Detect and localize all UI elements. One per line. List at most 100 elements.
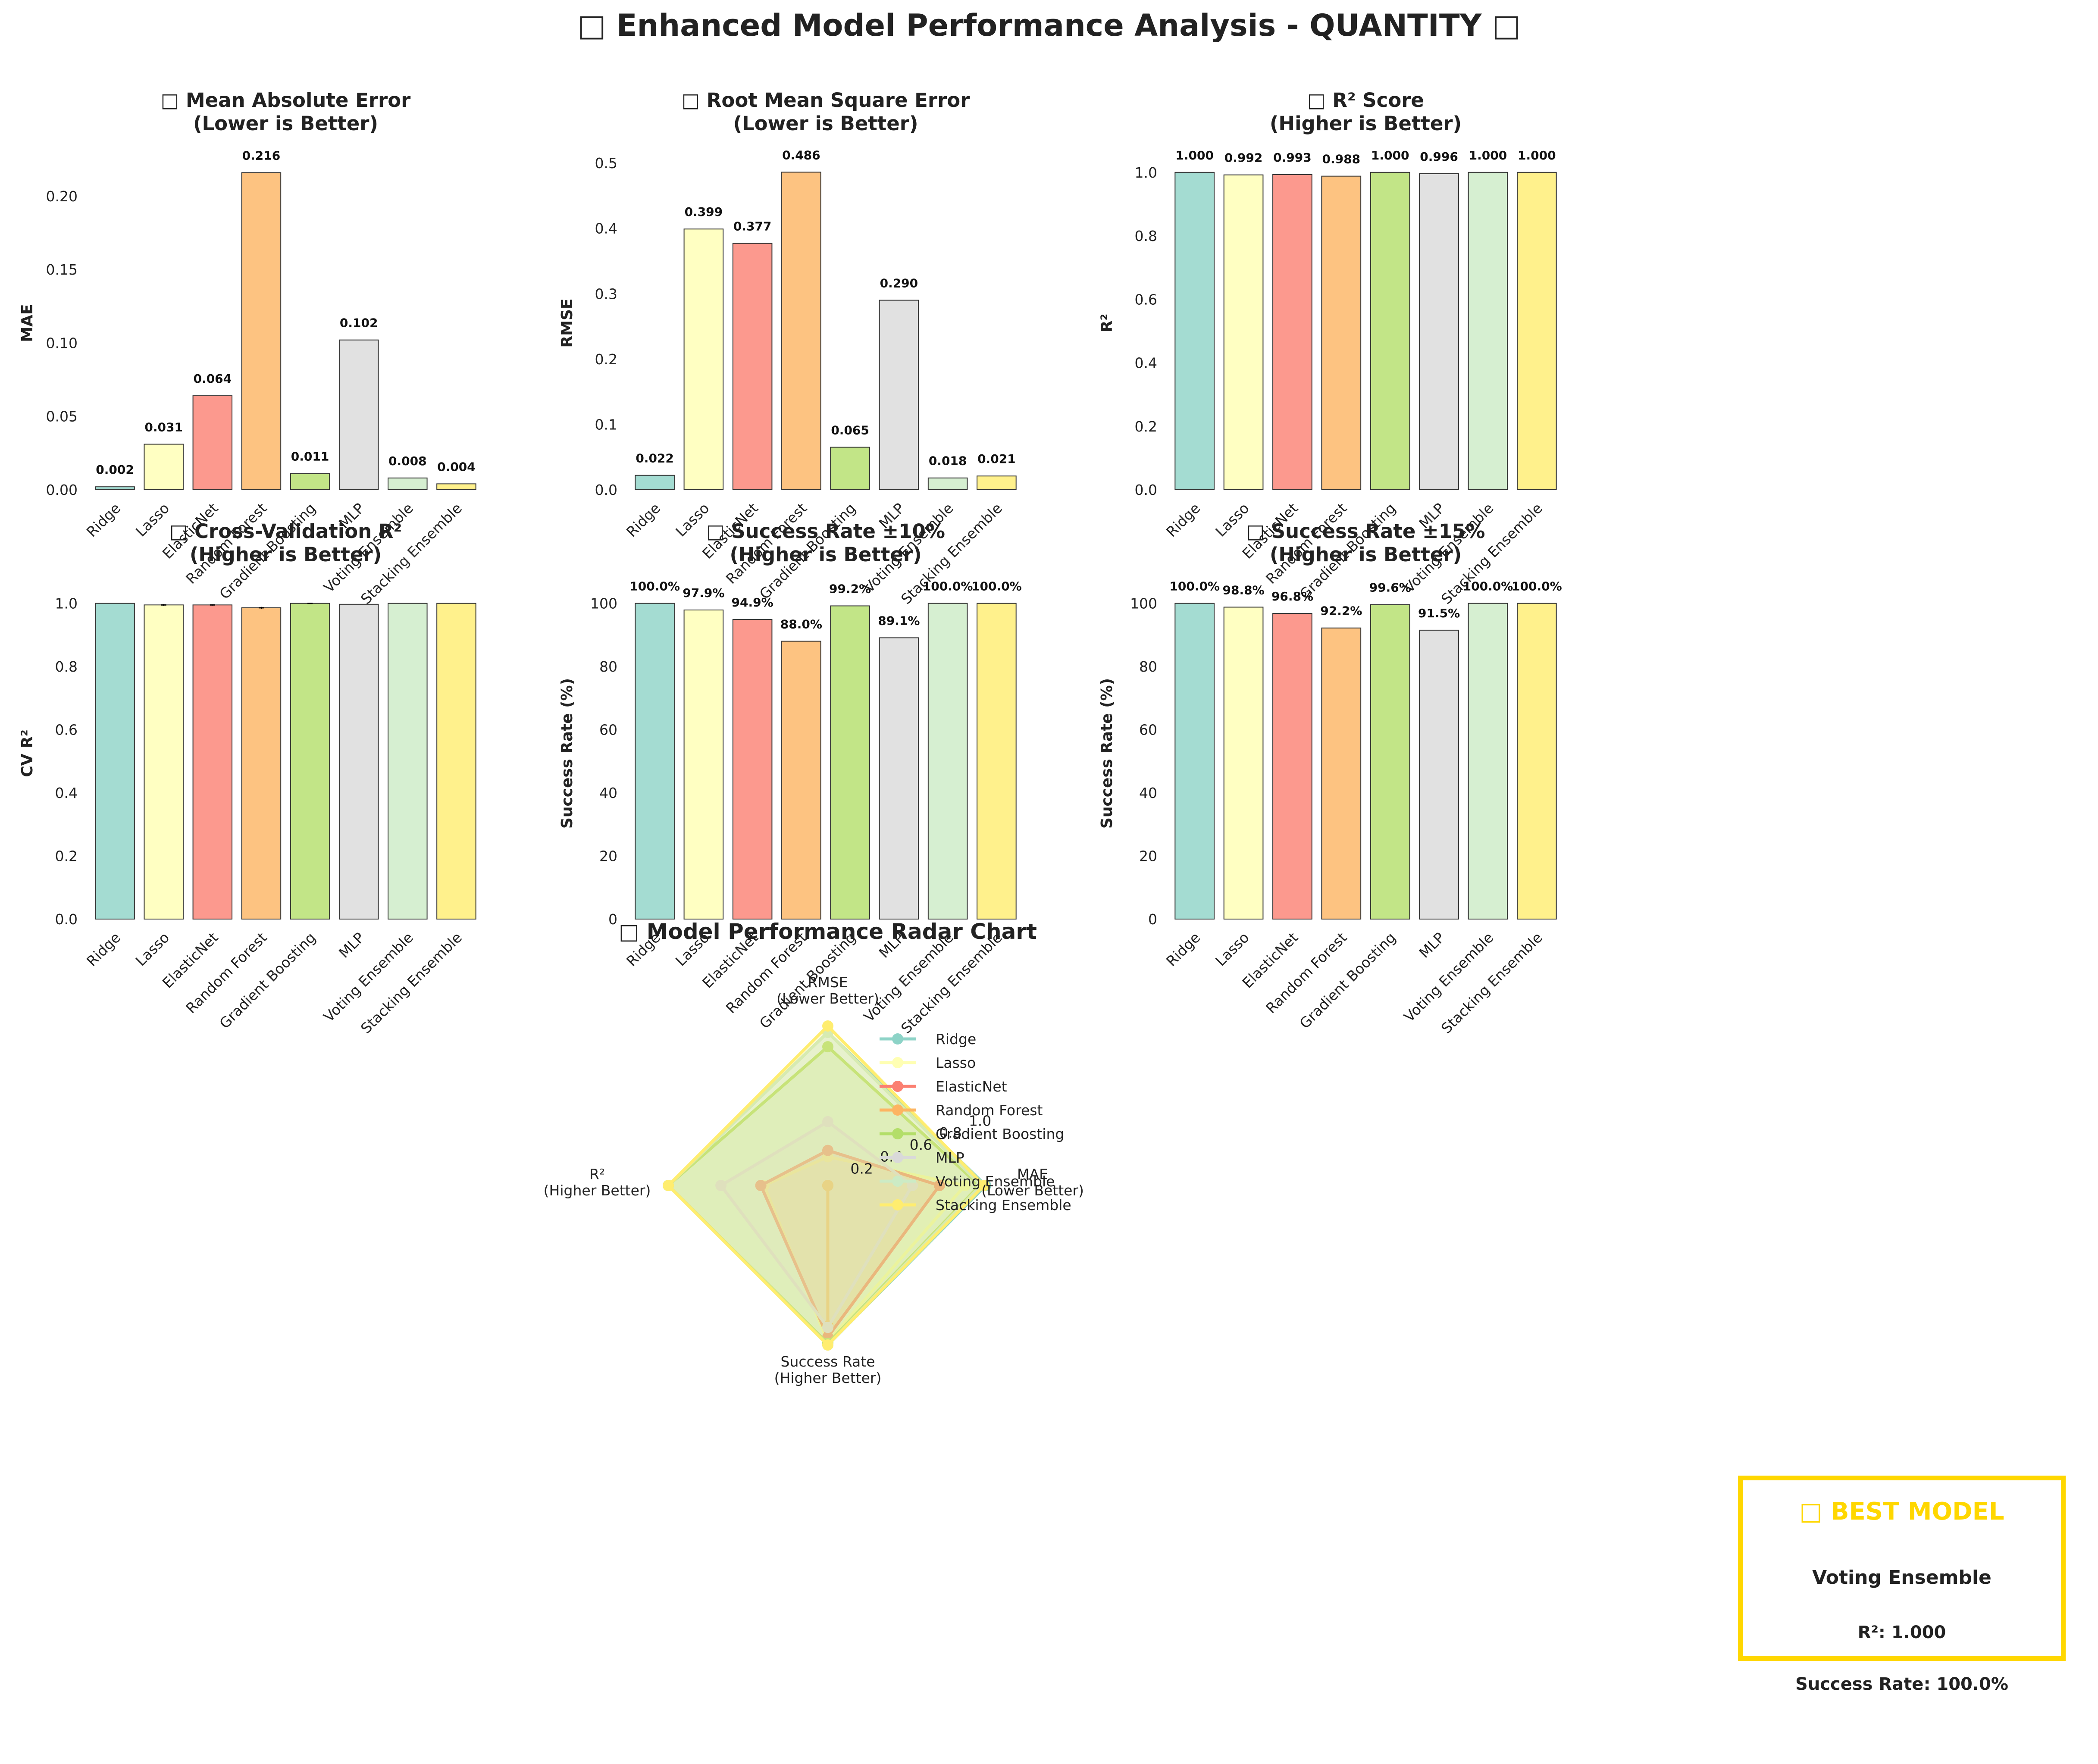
panel4-y-tick-label: 0.2	[55, 848, 78, 865]
panel5-data-label: 100.0%	[971, 579, 1022, 594]
panel2-bar-mlp	[879, 300, 919, 490]
best-model-box: □ BEST MODEL Voting Ensemble R²: 1.000 S…	[1738, 1476, 2066, 1694]
panel2-data-label: 0.377	[733, 219, 772, 234]
radar-point	[934, 1180, 945, 1191]
panel2-y-tick-label: 0.3	[595, 285, 617, 302]
panel4-y-tick-label: 0.0	[55, 911, 78, 928]
panel3-data-label: 1.000	[1469, 148, 1507, 163]
panel5-y-tick-label: 20	[599, 848, 617, 865]
panel4-bar-voting-ensemble	[388, 603, 428, 920]
panel5-data-label: 88.0%	[780, 617, 822, 632]
panel6-data-label: 99.6%	[1369, 581, 1411, 595]
panel6-bar-voting-ensemble	[1468, 603, 1508, 920]
panel5-bar-random-forest	[781, 641, 821, 920]
panel5-title: □ Success Rate ±10% (Higher is Better)	[706, 520, 945, 566]
panel4-bar-random-forest	[241, 607, 282, 920]
panel6-data-label: 91.5%	[1418, 606, 1460, 620]
panel4-x-tick-label: Voting Ensemble	[320, 929, 416, 1025]
panel4-bar-lasso	[144, 604, 184, 920]
panel5-y-tick-label: 40	[599, 785, 617, 801]
panel3-x-tick-label: Ridge	[1163, 500, 1203, 540]
panel5-data-label: 97.9%	[683, 586, 724, 600]
panel5-bar-stacking-ensemble	[977, 603, 1017, 920]
panel4-x-tick-label: MLP	[335, 929, 368, 961]
panel3-bar-gradient-boosting	[1370, 172, 1410, 490]
panel5-y-tick-label: 0	[608, 911, 617, 928]
radar-point	[663, 1180, 674, 1191]
panel6-data-label: 100.0%	[1512, 579, 1562, 594]
radar-radial-tick: 0.2	[850, 1160, 873, 1177]
panel5-data-label: 94.9%	[732, 595, 773, 610]
radar-title: □ Model Performance Radar Chart	[619, 919, 1037, 944]
panel2-bar-lasso	[683, 228, 724, 490]
legend-entry: ElasticNet	[936, 1078, 1007, 1095]
panel6-data-label: 100.0%	[1169, 579, 1220, 594]
panel6-bar-elasticnet	[1272, 613, 1312, 920]
panel6-bar-stacking-ensemble	[1516, 603, 1557, 920]
panel2-y-axis-label: RMSE	[558, 298, 576, 347]
panel5-bar-mlp	[879, 637, 919, 920]
panel1-bar-random-forest	[241, 172, 282, 491]
legend-swatch-marker	[892, 1104, 903, 1116]
panel6-x-tick-label: Gradient Boosting	[1296, 929, 1399, 1032]
radar-point	[959, 1180, 971, 1191]
legend-entry: Gradient Boosting	[936, 1126, 1064, 1142]
panel6-y-tick-label: 80	[1139, 658, 1157, 675]
panel3-y-tick-label: 0.2	[1135, 418, 1157, 435]
panel1-data-label: 0.011	[291, 450, 329, 464]
panel1-y-axis-label: MAE	[19, 304, 36, 342]
radar-radial-tick: 1.0	[969, 1112, 991, 1129]
panel2-data-label: 0.065	[831, 423, 869, 437]
panel2-bar-voting-ensemble	[927, 477, 968, 491]
panel2-bar-elasticnet	[732, 243, 773, 490]
radar-point	[822, 1180, 833, 1191]
legend-swatch-marker	[892, 1033, 903, 1045]
panel2-bar-random-forest	[781, 172, 821, 490]
panel5-bar-ridge	[635, 603, 675, 920]
panel2-data-label: 0.022	[636, 451, 674, 466]
panel6-x-tick-label: MLP	[1415, 929, 1448, 961]
panel3-y-tick-label: 1.0	[1135, 164, 1157, 181]
panel6-x-tick-label: Lasso	[1212, 929, 1252, 969]
panel6-y-tick-label: 100	[1130, 595, 1157, 612]
panel1-bar-gradient-boosting	[290, 473, 330, 491]
best-model-success-rate: Success Rate: 100.0%	[1795, 1674, 2008, 1694]
radar-radial-tick: 0.6	[910, 1136, 932, 1153]
panel1-data-label: 0.002	[96, 463, 134, 477]
best-model-name: Voting Ensemble	[1812, 1567, 1992, 1589]
panel5-y-axis-label: Success Rate (%)	[558, 678, 576, 829]
panel3-data-label: 1.000	[1518, 148, 1556, 163]
radar-radial-tick: 0.8	[939, 1124, 961, 1141]
panel2-bar-ridge	[635, 475, 675, 491]
panel3-y-tick-label: 0.8	[1135, 228, 1157, 244]
panel2-y-tick-label: 0.0	[595, 482, 617, 498]
panel4-bar-mlp	[338, 604, 379, 920]
radar-point	[822, 1339, 833, 1351]
radar-axis-label: RMSE (Lower Better)	[777, 974, 879, 1007]
panel4-y-tick-label: 0.6	[55, 722, 78, 738]
panel2-y-tick-label: 0.2	[595, 351, 617, 368]
panel3-bar-stacking-ensemble	[1516, 172, 1557, 490]
panel2-data-label: 0.021	[977, 452, 1016, 466]
panel6-bar-ridge	[1174, 603, 1215, 920]
legend-entry: Stacking Ensemble	[936, 1197, 1071, 1214]
legend-swatch-marker	[892, 1152, 903, 1163]
panel6-y-tick-label: 40	[1139, 785, 1157, 801]
figure-title: □ Enhanced Model Performance Analysis - …	[577, 8, 1521, 43]
panel4-bar-ridge	[95, 603, 135, 920]
panel5-y-tick-label: 100	[590, 595, 617, 612]
panel4-bar-elasticnet	[192, 604, 233, 920]
legend-swatch-marker	[892, 1057, 903, 1068]
panel1-bar-lasso	[144, 444, 184, 491]
panel5-y-tick-label: 80	[599, 658, 617, 675]
panel2-data-label: 0.290	[880, 276, 918, 290]
panel1-data-label: 0.064	[194, 372, 232, 386]
legend-entry: Voting Ensemble	[936, 1173, 1055, 1190]
panel6-y-axis-label: Success Rate (%)	[1098, 678, 1116, 829]
panel6-bar-mlp	[1419, 629, 1459, 920]
panel6-data-label: 92.2%	[1320, 604, 1362, 618]
panel4-x-tick-label: Gradient Boosting	[216, 929, 319, 1032]
panel1-y-tick-label: 0.10	[46, 335, 78, 351]
panel2-bar-stacking-ensemble	[977, 475, 1017, 490]
panel1-data-label: 0.216	[242, 148, 281, 163]
